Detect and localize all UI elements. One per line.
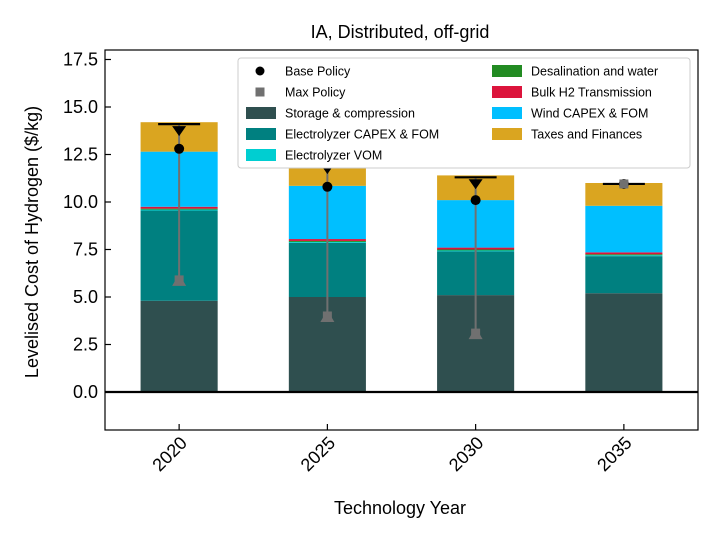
legend-swatch-max-policy: [255, 87, 265, 97]
bar-bulk-h2-transmission-2035: [585, 252, 663, 255]
legend-box: [237, 57, 691, 169]
y-tick-label: 2.5: [73, 335, 98, 355]
legend-label-desalination-and-water: Desalination and water: [531, 65, 658, 79]
max-policy-marker-2035: [619, 179, 629, 189]
bar-taxes-and-finances-2035: [585, 183, 663, 206]
legend-swatch-desalination-and-water: [492, 65, 522, 77]
x-tick-label-2035: 2035: [593, 433, 635, 475]
chart-title: IA, Distributed, off-grid: [311, 22, 490, 42]
base-policy-marker-2030: [470, 195, 481, 206]
y-tick-label: 12.5: [63, 145, 98, 165]
max-policy-marker-2025: [322, 311, 332, 321]
x-tick-label-2020: 2020: [148, 433, 190, 475]
x-tick-label-2025: 2025: [297, 433, 339, 475]
base-policy-marker-2025: [322, 181, 333, 192]
legend-swatch-storage-compression: [246, 107, 276, 119]
legend-label-bulk-h2-transmission: Bulk H2 Transmission: [531, 86, 652, 100]
legend: Base Policy Desalination and water Max Pol…: [237, 57, 691, 169]
y-tick-label: 7.5: [73, 240, 98, 260]
legend-swatch-base-policy: [255, 66, 265, 76]
legend-label-base-policy: Base Policy: [285, 65, 351, 79]
x-tick-label-2030: 2030: [445, 433, 487, 475]
legend-swatch-taxes-and-finances: [492, 128, 522, 140]
plot-frame: [104, 49, 699, 431]
max-policy-marker-2020: [174, 275, 184, 285]
legend-label-storage-compression: Storage & compression: [285, 107, 415, 121]
legend-label-electrolyzer-capex-fom: Electrolyzer CAPEX & FOM: [285, 128, 439, 142]
y-axis: 0.0 2.5 5.0 7.5 10.0 12.5 15.0 17.5: [63, 50, 111, 402]
bar-electrolyzer-vom-2035: [585, 255, 663, 257]
bar-storage-compression-2035: [585, 293, 663, 392]
bar-storage-compression-2020: [140, 300, 218, 392]
y-axis-label: Levelised Cost of Hydrogen ($/kg): [22, 106, 42, 378]
plot-markers: [174, 143, 629, 338]
legend-label-wind-capex-fom: Wind CAPEX & FOM: [531, 107, 648, 121]
legend-swatch-bulk-h2-transmission: [492, 86, 522, 98]
base-policy-marker-2020: [174, 143, 185, 154]
legend-swatch-electrolyzer-vom: [246, 149, 276, 161]
legend-label-electrolyzer-vom: Electrolyzer VOM: [285, 149, 382, 163]
y-tick-label: 15.0: [63, 97, 98, 117]
bar-wind-capex-fom-2035: [585, 205, 663, 253]
y-tick-label: 0.0: [73, 382, 98, 402]
total-arrow-2030: [468, 179, 483, 190]
x-axis-label: Technology Year: [334, 498, 466, 518]
x-axis: 2020 2025 2030 2035: [148, 424, 636, 475]
bar-electrolyzer-capex-fom-2035: [585, 256, 663, 294]
y-tick-label: 10.0: [63, 192, 98, 212]
max-policy-marker-2030: [471, 328, 481, 338]
legend-label-taxes-and-finances: Taxes and Finances: [531, 128, 642, 142]
legend-swatch-wind-capex-fom: [492, 107, 522, 119]
bar-desalination-and-water-2035: [585, 254, 663, 256]
y-tick-label: 5.0: [73, 287, 98, 307]
legend-label-max-policy: Max Policy: [285, 86, 346, 100]
y-tick-label: 17.5: [63, 50, 98, 70]
total-arrow-2020: [172, 126, 187, 137]
legend-swatch-electrolyzer-capex-fom: [246, 128, 276, 140]
